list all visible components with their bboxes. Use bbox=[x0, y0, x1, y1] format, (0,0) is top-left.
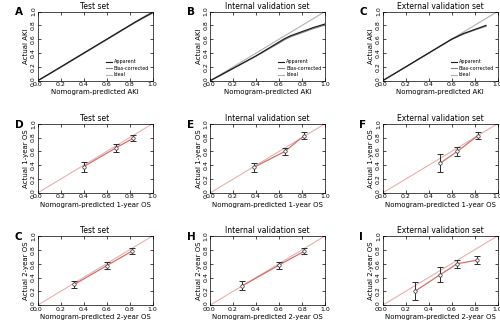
Y-axis label: Actual 1-year OS: Actual 1-year OS bbox=[368, 129, 374, 188]
Point bbox=[436, 272, 444, 278]
Title: External validation set: External validation set bbox=[396, 2, 484, 11]
Point bbox=[129, 136, 137, 141]
Title: External validation set: External validation set bbox=[396, 226, 484, 235]
Y-axis label: Actual 2-year OS: Actual 2-year OS bbox=[23, 241, 29, 300]
Point bbox=[453, 149, 461, 154]
Legend: Apparent, Bias-corrected, Ideal: Apparent, Bias-corrected, Ideal bbox=[105, 58, 150, 79]
Point bbox=[70, 282, 78, 287]
Title: Test set: Test set bbox=[80, 114, 110, 123]
X-axis label: Nomogram-predicted 2-year OS: Nomogram-predicted 2-year OS bbox=[40, 314, 150, 320]
Y-axis label: Actual AKI: Actual AKI bbox=[196, 28, 202, 64]
Point bbox=[300, 133, 308, 138]
Legend: Apparent, Bias-corrected, Ideal: Apparent, Bias-corrected, Ideal bbox=[450, 58, 495, 79]
Text: F: F bbox=[360, 119, 366, 130]
Text: B: B bbox=[187, 7, 195, 17]
Point bbox=[281, 149, 289, 154]
Text: A: A bbox=[14, 7, 22, 17]
Point bbox=[410, 289, 418, 294]
Point bbox=[250, 165, 258, 170]
Y-axis label: Actual 1-year OS: Actual 1-year OS bbox=[196, 129, 202, 188]
Text: I: I bbox=[360, 232, 364, 242]
X-axis label: Nomogram-predicted AKI: Nomogram-predicted AKI bbox=[51, 89, 139, 95]
Text: E: E bbox=[187, 119, 194, 130]
Y-axis label: Actual AKI: Actual AKI bbox=[368, 28, 374, 64]
Y-axis label: Actual 2-year OS: Actual 2-year OS bbox=[196, 241, 202, 300]
Point bbox=[436, 161, 444, 166]
Title: Test set: Test set bbox=[80, 2, 110, 11]
Text: C: C bbox=[360, 7, 367, 17]
Point bbox=[453, 261, 461, 266]
Point bbox=[128, 248, 136, 254]
Point bbox=[80, 164, 88, 169]
Point bbox=[112, 146, 120, 151]
Y-axis label: Actual 1-year OS: Actual 1-year OS bbox=[23, 129, 29, 188]
Title: Test set: Test set bbox=[80, 226, 110, 235]
Y-axis label: Actual AKI: Actual AKI bbox=[23, 28, 29, 64]
Text: D: D bbox=[14, 119, 23, 130]
X-axis label: Nomogram-predicted AKI: Nomogram-predicted AKI bbox=[224, 89, 312, 95]
X-axis label: Nomogram-predicted AKI: Nomogram-predicted AKI bbox=[396, 89, 484, 95]
Point bbox=[238, 283, 246, 288]
X-axis label: Nomogram-predicted 1-year OS: Nomogram-predicted 1-year OS bbox=[384, 202, 496, 208]
Legend: Apparent, Bias-corrected, Ideal: Apparent, Bias-corrected, Ideal bbox=[278, 58, 322, 79]
Point bbox=[474, 133, 482, 138]
X-axis label: Nomogram-predicted 2-year OS: Nomogram-predicted 2-year OS bbox=[384, 314, 496, 320]
X-axis label: Nomogram-predicted 1-year OS: Nomogram-predicted 1-year OS bbox=[40, 202, 150, 208]
Title: Internal validation set: Internal validation set bbox=[225, 114, 310, 123]
Title: Internal validation set: Internal validation set bbox=[225, 2, 310, 11]
Title: Internal validation set: Internal validation set bbox=[225, 226, 310, 235]
Point bbox=[275, 262, 283, 268]
Text: H: H bbox=[187, 232, 196, 242]
Point bbox=[300, 248, 308, 254]
Point bbox=[102, 263, 110, 268]
Title: External validation set: External validation set bbox=[396, 114, 484, 123]
Point bbox=[473, 258, 481, 263]
X-axis label: Nomogram-predicted 1-year OS: Nomogram-predicted 1-year OS bbox=[212, 202, 323, 208]
Y-axis label: Actual 2-year OS: Actual 2-year OS bbox=[368, 241, 374, 300]
Text: C: C bbox=[14, 232, 22, 242]
X-axis label: Nomogram-predicted 2-year OS: Nomogram-predicted 2-year OS bbox=[212, 314, 323, 320]
